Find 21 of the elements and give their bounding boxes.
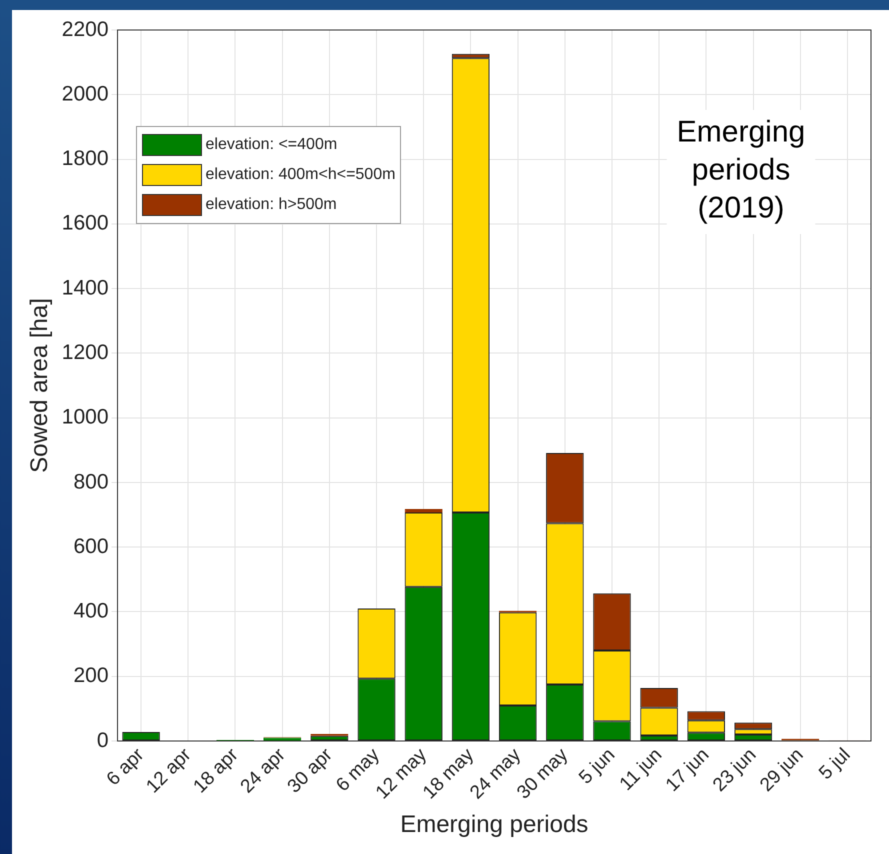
y-tick-label: 2200 [62,18,109,41]
y-tick-label: 2000 [62,82,109,106]
y-tick-label: 600 [73,534,109,558]
x-tick-label: 12 apr [142,744,196,798]
y-tick-label: 1400 [62,276,109,300]
x-tick-label: 5 jul [815,744,855,784]
legend-label: elevation: 400m<h<=500m [206,166,396,184]
legend-label: elevation: <=400m [206,136,338,154]
y-tick-label: 400 [73,600,109,623]
legend-label: elevation: h>500m [206,196,337,214]
y-tick-label: 1200 [62,340,109,364]
y-tick-label: 0 [96,728,109,752]
y-tick-label: 1800 [62,147,109,170]
annotation: Emerging periods (2019) [676,115,806,224]
y-tick-label: 1600 [62,212,109,235]
y-tick-label: 200 [73,664,109,688]
y-axis-title: Sowed area [ha] [26,298,54,473]
y-tick-label: 800 [73,470,109,494]
y-tick-label: 1000 [62,406,109,429]
x-axis-title: Emerging periods [400,811,588,838]
x-tick-label: 30 apr [284,744,338,798]
